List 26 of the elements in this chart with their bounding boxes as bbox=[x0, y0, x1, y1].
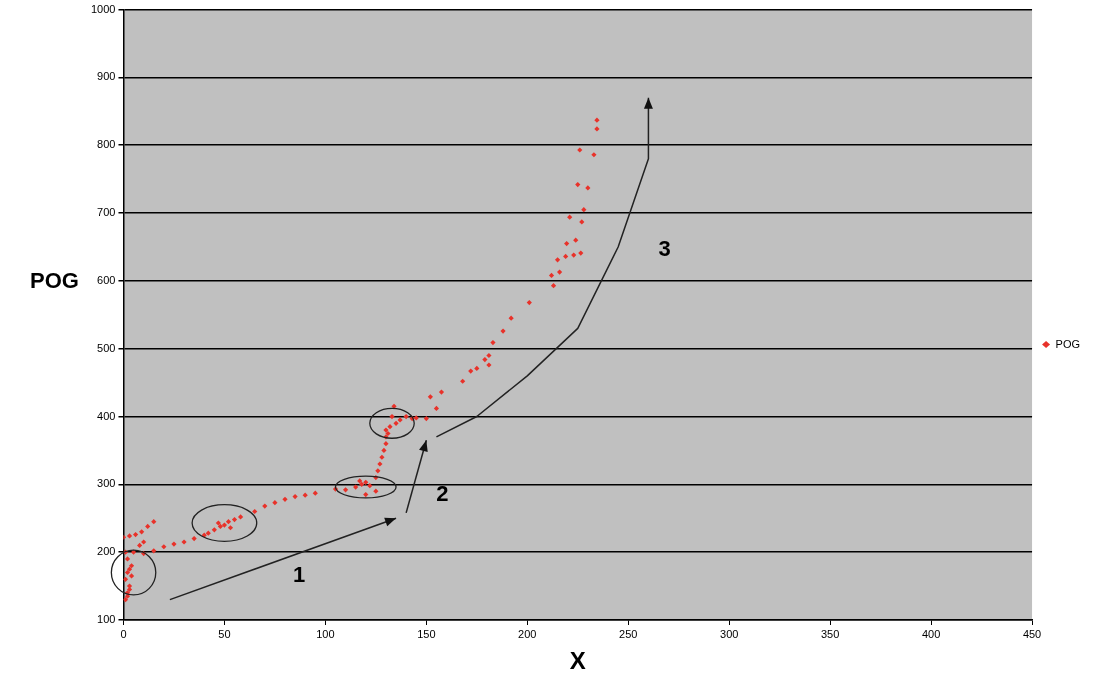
annotation: 1 bbox=[293, 561, 306, 587]
annotation: 2 bbox=[436, 480, 449, 506]
x-tick-label: 100 bbox=[316, 627, 335, 640]
legend-label: POG bbox=[1055, 337, 1080, 350]
x-tick-label: 400 bbox=[921, 627, 941, 640]
x-tick-label: 150 bbox=[417, 627, 436, 640]
y-tick-label: 100 bbox=[97, 613, 116, 626]
y-tick-label: 800 bbox=[97, 138, 116, 151]
y-tick-label: 200 bbox=[97, 545, 116, 558]
y-tick-label: 1000 bbox=[90, 2, 116, 15]
annotation: 3 bbox=[658, 236, 671, 262]
x-tick-label: 300 bbox=[720, 627, 739, 640]
x-tick-label: 200 bbox=[518, 627, 537, 640]
y-tick-label: 500 bbox=[97, 341, 116, 354]
x-tick-label: 50 bbox=[218, 627, 231, 640]
y-axis-title: POG bbox=[30, 268, 79, 294]
y-tick-label: 600 bbox=[97, 273, 116, 286]
x-axis-title: X bbox=[569, 647, 586, 675]
x-tick-label: 350 bbox=[820, 627, 840, 640]
x-tick-label: 250 bbox=[619, 627, 638, 640]
y-tick-label: 900 bbox=[97, 70, 116, 83]
x-tick-label: 450 bbox=[1022, 627, 1042, 640]
y-tick-label: 300 bbox=[97, 477, 116, 490]
y-tick-label: 700 bbox=[97, 206, 116, 219]
x-tick-label: 0 bbox=[120, 627, 127, 640]
y-tick-label: 400 bbox=[97, 409, 116, 422]
